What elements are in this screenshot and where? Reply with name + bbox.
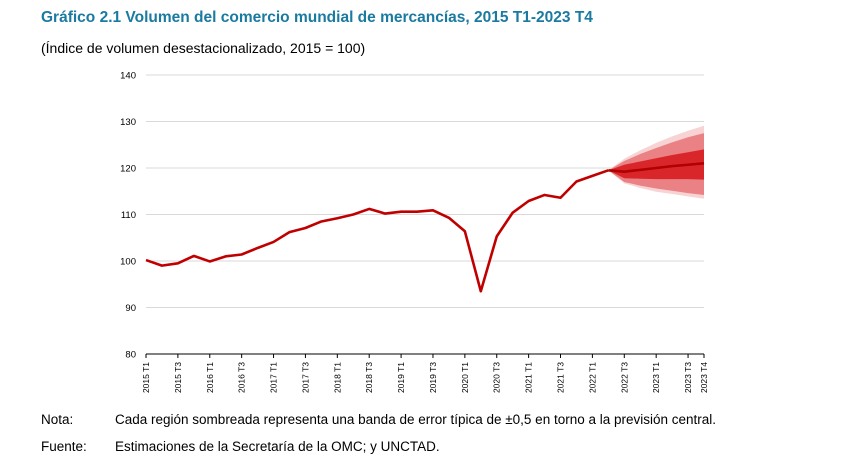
x-tick-label-1: 2015 T3 bbox=[173, 362, 183, 393]
x-tick-label-16: 2023 T1 bbox=[651, 362, 661, 393]
y-tick-label-100: 100 bbox=[120, 257, 136, 268]
x-axis: 2015 T1 2015 T3 2016 T1 2016 T3 2017 T1 2017 … bbox=[141, 353, 709, 393]
x-tick-label-14: 2022 T1 bbox=[587, 362, 597, 393]
note-label: Nota: bbox=[41, 412, 74, 427]
x-tick-label-17: 2023 T3 bbox=[683, 362, 693, 393]
x-tick-label-4: 2017 T1 bbox=[269, 362, 279, 393]
x-tick-label-18: 2023 T4 bbox=[699, 362, 709, 393]
x-tick-label-9: 2019 T3 bbox=[428, 362, 438, 393]
x-tick-label-0: 2015 T1 bbox=[141, 362, 151, 393]
x-tick-label-12: 2021 T1 bbox=[524, 362, 534, 393]
x-tick-label-15: 2022 T3 bbox=[619, 362, 629, 393]
x-tick-label-13: 2021 T3 bbox=[556, 362, 566, 393]
chart-title: Gráfico 2.1 Volumen del comercio mundial… bbox=[41, 9, 593, 26]
y-axis: 80 90 100 110 120 130 140 bbox=[120, 71, 136, 361]
x-tick-label-2: 2016 T1 bbox=[205, 362, 215, 393]
series-line-actual bbox=[145, 169, 609, 293]
chart-subtitle: (Índice de volumen desestacionalizado, 2… bbox=[41, 40, 366, 56]
forecast-bands bbox=[608, 125, 704, 199]
y-tick-label-90: 90 bbox=[125, 303, 136, 314]
y-tick-label-140: 140 bbox=[120, 71, 136, 82]
source-text: Estimaciones de la Secretaría de la OMC;… bbox=[115, 439, 440, 454]
x-tick-label-11: 2020 T3 bbox=[492, 362, 502, 393]
grid-lines bbox=[146, 74, 704, 308]
y-tick-label-110: 110 bbox=[121, 210, 136, 221]
y-tick-label-130: 130 bbox=[120, 117, 136, 128]
x-tick-label-5: 2017 T3 bbox=[300, 362, 310, 393]
source-label: Fuente: bbox=[41, 439, 87, 454]
y-tick-label-120: 120 bbox=[120, 164, 136, 175]
x-tick-label-10: 2020 T1 bbox=[460, 362, 470, 393]
note-text: Cada región sombreada representa una ban… bbox=[115, 412, 717, 427]
y-tick-label-80: 80 bbox=[125, 350, 136, 361]
x-tick-label-7: 2018 T3 bbox=[364, 362, 374, 393]
series-line-forecast bbox=[608, 162, 705, 174]
x-tick-label-3: 2016 T3 bbox=[237, 362, 247, 393]
series-lines bbox=[145, 162, 705, 293]
x-tick-label-6: 2018 T1 bbox=[332, 362, 342, 393]
x-tick-label-8: 2019 T1 bbox=[396, 362, 406, 393]
line-chart: 80 90 100 110 120 130 140 2015 T1 2015 T3 2016 T… bbox=[120, 71, 709, 394]
